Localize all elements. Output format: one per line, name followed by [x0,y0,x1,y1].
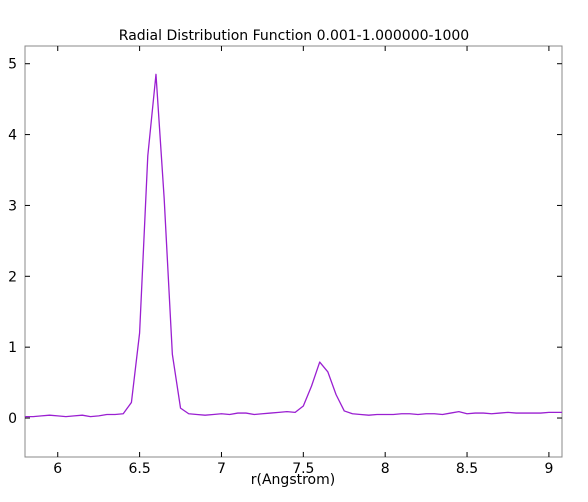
x-axis-label: r(Angstrom) [251,472,335,488]
y-tick-label: 3 [8,198,17,214]
plot-area-frame [24,45,563,458]
y-tick-label: 4 [8,128,17,144]
chart-title: Radial Distribution Function 0.001-1.000… [119,28,469,44]
x-tick-label: 9 [544,461,553,477]
x-tick-label: 6 [53,461,62,477]
series-group [25,73,562,418]
x-tick-label: 8.5 [456,461,478,477]
x-tick-label: 6.5 [128,461,150,477]
series-line [25,73,562,418]
y-tick-label: 0 [8,411,17,427]
x-axis-ticks: 6 6.5 7 7.5 8 8.5 9 [53,46,553,477]
y-axis-ticks: 0 1 2 3 4 5 [8,57,562,427]
x-tick-label: 8 [381,461,390,477]
y-tick-label: 1 [8,340,17,356]
x-tick-label: 7.5 [292,461,314,477]
x-tick-label: 7 [217,461,226,477]
y-tick-label: 2 [8,269,17,285]
y-tick-label: 5 [8,57,17,73]
